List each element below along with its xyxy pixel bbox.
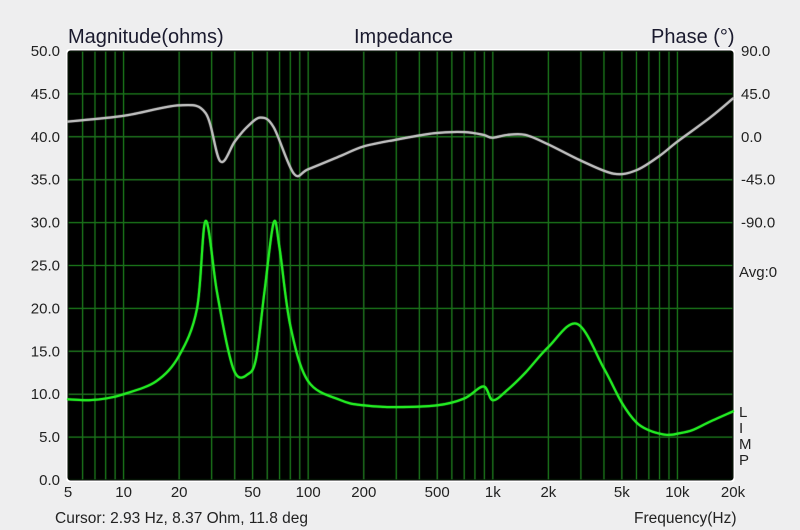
svg-text:50: 50 bbox=[244, 484, 261, 501]
svg-text:25.0: 25.0 bbox=[31, 258, 60, 275]
svg-text:Impedance: Impedance bbox=[354, 26, 453, 48]
svg-text:20.0: 20.0 bbox=[31, 300, 60, 317]
svg-text:45.0: 45.0 bbox=[31, 86, 60, 103]
svg-text:5.0: 5.0 bbox=[39, 429, 60, 446]
svg-text:10.0: 10.0 bbox=[31, 386, 60, 403]
svg-text:Phase (°): Phase (°) bbox=[651, 26, 735, 48]
svg-text:M: M bbox=[739, 436, 752, 453]
svg-text:0.0: 0.0 bbox=[39, 472, 60, 489]
svg-text:5k: 5k bbox=[614, 484, 630, 501]
svg-text:P: P bbox=[739, 452, 749, 469]
svg-text:2k: 2k bbox=[540, 484, 556, 501]
svg-text:10: 10 bbox=[115, 484, 132, 501]
svg-text:-90.0: -90.0 bbox=[741, 215, 775, 232]
svg-text:35.0: 35.0 bbox=[31, 172, 60, 189]
svg-text:500: 500 bbox=[425, 484, 450, 501]
svg-text:1k: 1k bbox=[485, 484, 501, 501]
svg-text:Magnitude(ohms): Magnitude(ohms) bbox=[68, 26, 224, 48]
svg-text:45.0: 45.0 bbox=[741, 86, 770, 103]
svg-text:90.0: 90.0 bbox=[741, 43, 770, 60]
svg-text:40.0: 40.0 bbox=[31, 129, 60, 146]
svg-text:20k: 20k bbox=[721, 484, 746, 501]
svg-text:10k: 10k bbox=[665, 484, 690, 501]
svg-text:30.0: 30.0 bbox=[31, 215, 60, 232]
svg-text:15.0: 15.0 bbox=[31, 343, 60, 360]
svg-text:20: 20 bbox=[171, 484, 188, 501]
svg-text:50.0: 50.0 bbox=[31, 43, 60, 60]
svg-text:200: 200 bbox=[351, 484, 376, 501]
svg-text:5: 5 bbox=[64, 484, 72, 501]
svg-text:Cursor: 2.93 Hz, 8.37 Ohm, 11.: Cursor: 2.93 Hz, 8.37 Ohm, 11.8 deg bbox=[55, 510, 308, 527]
svg-text:I: I bbox=[739, 420, 743, 437]
svg-text:0.0: 0.0 bbox=[741, 129, 762, 146]
svg-text:Frequency(Hz): Frequency(Hz) bbox=[634, 510, 737, 527]
svg-text:L: L bbox=[739, 404, 747, 421]
svg-text:Avg:0: Avg:0 bbox=[739, 264, 777, 281]
svg-text:100: 100 bbox=[296, 484, 321, 501]
svg-text:-45.0: -45.0 bbox=[741, 172, 775, 189]
